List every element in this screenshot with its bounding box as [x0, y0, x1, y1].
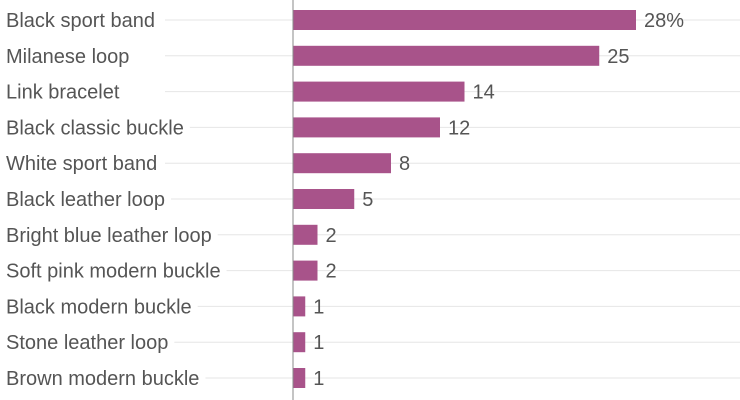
category-label-milanese-loop: Milanese loop	[6, 46, 129, 68]
category-label-white-sport-band: White sport band	[6, 153, 157, 175]
category-label-black-classic-buckle: Black classic buckle	[6, 117, 184, 139]
value-label-brown-modern-buckle: 1	[313, 368, 324, 390]
value-label-link-bracelet: 14	[473, 82, 495, 104]
bars	[293, 10, 636, 388]
category-label-backing	[4, 81, 126, 104]
category-label-backing	[4, 153, 164, 176]
category-label-black-leather-loop: Black leather loop	[6, 189, 165, 211]
bar-black-leather-loop	[293, 189, 355, 209]
bar-black-classic-buckle	[293, 117, 440, 138]
category-label-backing	[4, 45, 136, 68]
row-gridlines	[165, 19, 740, 379]
bar-soft-pink-modern-buckle	[293, 260, 318, 281]
value-label-soft-pink-modern-buckle: 2	[326, 261, 337, 283]
value-label-black-leather-loop: 5	[362, 189, 373, 211]
bar-bright-blue-leather-loop	[293, 224, 318, 245]
value-label-black-modern-buckle: 1	[313, 296, 324, 318]
category-label-backing	[4, 224, 218, 247]
category-label-backing	[4, 368, 206, 390]
category-label-brown-modern-buckle: Brown modern buckle	[6, 368, 199, 390]
category-label-backing	[4, 10, 161, 32]
category-label-backing	[4, 332, 175, 355]
category-label-stone-leather-loop: Stone leather loop	[6, 332, 168, 354]
value-label-bright-blue-leather-loop: 2	[326, 225, 337, 247]
value-label-white-sport-band: 8	[399, 153, 410, 175]
value-label-black-sport-band: 28%	[644, 10, 684, 32]
category-label-black-sport-band: Black sport band	[6, 10, 155, 32]
category-label-bright-blue-leather-loop: Bright blue leather loop	[6, 225, 212, 247]
category-label-backing	[4, 260, 227, 283]
value-label-black-classic-buckle: 12	[448, 117, 470, 139]
category-labels: Black sport band Milanese loop Link bracel…	[4, 10, 227, 390]
bar-brown-modern-buckle	[293, 368, 306, 388]
category-label-backing	[4, 296, 198, 319]
bar-white-sport-band	[293, 153, 391, 174]
value-label-milanese-loop: 25	[607, 46, 629, 68]
bar-stone-leather-loop	[293, 332, 306, 353]
bar-link-bracelet	[293, 81, 465, 102]
bar-black-modern-buckle	[293, 296, 306, 317]
category-label-backing	[4, 117, 190, 140]
category-label-backing	[4, 189, 171, 211]
value-label-stone-leather-loop: 1	[313, 332, 324, 354]
category-label-soft-pink-modern-buckle: Soft pink modern buckle	[6, 261, 221, 283]
category-label-link-bracelet: Link bracelet	[6, 82, 120, 104]
bar-black-sport-band	[293, 10, 636, 30]
category-label-black-modern-buckle: Black modern buckle	[6, 296, 192, 318]
bar-milanese-loop	[293, 45, 600, 66]
